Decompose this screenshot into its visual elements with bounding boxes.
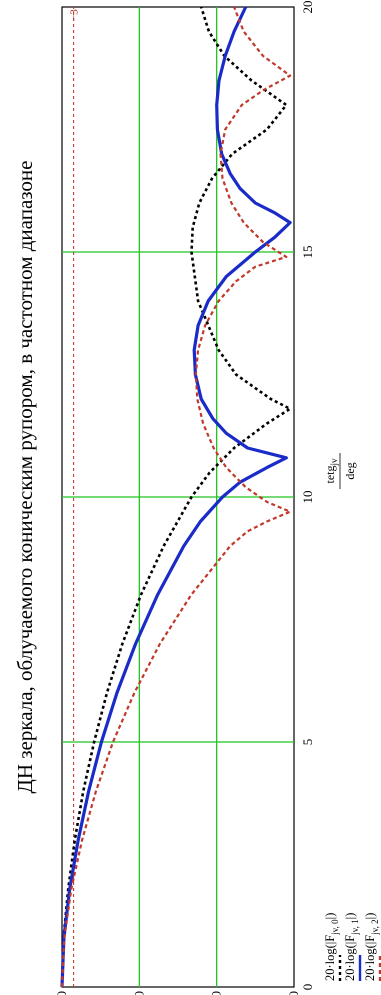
series-line-1 (60, 6, 292, 988)
legend-entry-label-1: 20·log(|Fjv, 1|) (343, 913, 360, 981)
x-axis-label: tetgjv deg (323, 453, 357, 489)
x-tick-label: 10 (300, 491, 315, 504)
series-group (60, 6, 292, 988)
legend: 20·log(|Fjv, 0|)20·log(|Fjv, 1|)20·log(|… (323, 913, 381, 981)
legend-entry-label-0: 20·log(|Fjv, 0|) (323, 913, 340, 981)
x-tick-label: 5 (300, 739, 315, 746)
x-axis-label-numerator: tetgjv (323, 458, 339, 484)
x-tick-labels: 0 5 10 15 20 (300, 1, 315, 991)
x-tick-label: 20 (300, 1, 315, 14)
plot-area (60, 6, 295, 988)
y-tick-label: −20 (131, 991, 146, 995)
y-tick-label: 0 (54, 991, 69, 995)
series-line-0 (60, 6, 292, 988)
x-tick-label: 0 (300, 984, 315, 991)
y-tick-label: −60 (286, 991, 301, 995)
x-axis-label-denominator: deg (343, 462, 357, 479)
y-tick-labels: 0 −20 −40 −60 (54, 991, 301, 995)
y-tick-label: −40 (209, 991, 224, 995)
legend-entry-label-2: 20·log(|Fjv, 2|) (363, 913, 380, 981)
x-tick-label: 15 (300, 246, 315, 259)
reference-annotation: −3 (69, 9, 81, 21)
chart-title: ДН зеркала, облучаемого коническим рупор… (13, 161, 37, 794)
series-line-2 (60, 6, 292, 988)
